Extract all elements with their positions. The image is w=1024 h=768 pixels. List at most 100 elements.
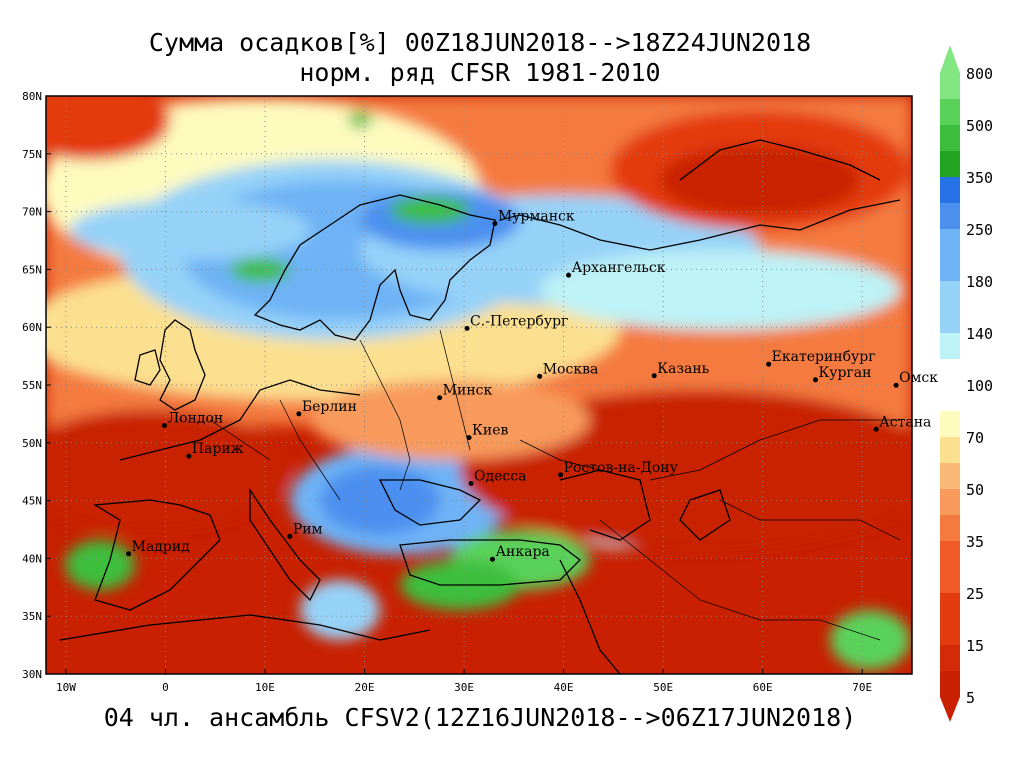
colorbar-box <box>940 619 960 645</box>
ensemble-footer: 04 чл. ансамбль CFSV2(12Z16JUN2018-->06Z… <box>103 703 857 732</box>
map-field <box>46 96 912 674</box>
lon-label: 10E <box>255 681 275 694</box>
lon-label: 40E <box>554 681 574 694</box>
city-dot <box>651 373 657 379</box>
city-label: Анкара <box>495 544 549 560</box>
longitude-labels: 10W 0 10E 20E 30E 40E 50E 60E 70E <box>56 669 872 694</box>
colorbar-box <box>940 229 960 255</box>
city-label: Курган <box>818 365 871 381</box>
colorbar-label: 100 <box>966 377 993 395</box>
city-label: Омск <box>899 370 938 386</box>
colorbar-box <box>940 99 960 125</box>
city-dot <box>873 426 879 432</box>
lat-label: 70N <box>22 206 42 219</box>
city-dot <box>287 533 293 539</box>
city-dot <box>296 411 302 417</box>
lon-label: 20E <box>355 681 375 694</box>
colorbar-box <box>940 567 960 593</box>
colorbar-box <box>940 541 960 567</box>
city-dot <box>812 377 818 383</box>
colorbar-box <box>940 411 960 437</box>
lat-label: 30N <box>22 668 42 681</box>
city-markers: Мурманск Архангельск С.-Петербург Москва Каз… <box>126 209 938 562</box>
lat-label: 60N <box>22 321 42 334</box>
city-label: Берлин <box>302 399 357 415</box>
city-dot <box>126 551 132 557</box>
city-dot <box>161 422 167 428</box>
colorbar-box <box>940 177 960 203</box>
city-dot <box>464 325 470 331</box>
colorbar-label: 800 <box>966 65 993 83</box>
colorbar-box <box>940 515 960 541</box>
lon-label: 10W <box>56 681 76 694</box>
colorbar-box <box>940 255 960 281</box>
lat-label: 35N <box>22 610 42 623</box>
city-dot <box>489 556 495 562</box>
city-label: Москва <box>543 361 599 377</box>
colorbar-box <box>940 593 960 619</box>
city-label: Рим <box>293 521 323 537</box>
city-label: Астана <box>879 414 931 430</box>
lat-label: 65N <box>22 263 42 276</box>
city-dot <box>766 361 772 367</box>
lat-label: 50N <box>22 437 42 450</box>
colorbar-label: 180 <box>966 273 993 291</box>
colorbar-box <box>940 307 960 333</box>
latitude-labels: 80N 75N 70N 65N 60N 55N 50N 45N 40N 35N 30N <box>22 90 51 681</box>
colorbar-bottom-arrow <box>940 697 960 722</box>
colorbar-label: 15 <box>966 637 984 655</box>
city-label: Париж <box>192 441 244 457</box>
colorbar-box <box>940 203 960 229</box>
colorbar-box <box>940 463 960 489</box>
colorbar-box <box>940 281 960 307</box>
city-label: Казань <box>657 361 709 377</box>
city-dot <box>537 373 543 379</box>
colorbar-box <box>940 125 960 151</box>
colorbar-label: 350 <box>966 169 993 187</box>
lat-label: 40N <box>22 552 42 565</box>
coastlines <box>59 139 901 674</box>
colorbar-box <box>940 645 960 671</box>
lat-label: 55N <box>22 379 42 392</box>
city-label: С.-Петербург <box>470 313 568 329</box>
colorbar-box <box>940 489 960 515</box>
colorbar-label: 50 <box>966 481 984 499</box>
city-dot <box>468 480 474 486</box>
city-label: Одесса <box>474 468 526 484</box>
city-dot <box>437 395 443 401</box>
colorbar-box <box>940 151 960 177</box>
lon-label: 30E <box>454 681 474 694</box>
lon-label: 70E <box>852 681 872 694</box>
map-subtitle: норм. ряд CFSR 1981-2010 <box>299 58 661 87</box>
city-label: Мадрид <box>132 539 191 555</box>
map-title: Сумма осадков[%] 00Z18JUN2018-->18Z24JUN… <box>148 28 812 57</box>
city-dot <box>466 435 472 441</box>
borders <box>209 329 901 641</box>
colorbar-labels: 5 15 25 35 50 70 100 140 180 250 350 500 800 <box>966 65 993 707</box>
lat-label: 45N <box>22 495 42 508</box>
city-dot <box>492 221 498 227</box>
city-label: Лондон <box>167 410 223 426</box>
city-label: Мурманск <box>498 209 575 225</box>
colorbar-box <box>940 671 960 697</box>
colorbar-box <box>940 333 960 359</box>
lat-label: 75N <box>22 148 42 161</box>
lon-label: 50E <box>653 681 673 694</box>
colorbar-label: 500 <box>966 117 993 135</box>
lon-label: 60E <box>753 681 773 694</box>
city-dot <box>186 453 192 459</box>
precip-anomaly-field <box>46 96 912 670</box>
city-dot <box>558 472 564 478</box>
colorbar-box <box>940 437 960 463</box>
city-label: Архангельск <box>572 260 666 276</box>
colorbar-top-arrow <box>940 45 960 73</box>
lat-label: 80N <box>22 90 42 103</box>
colorbar-label: 70 <box>966 429 984 447</box>
city-label: Киев <box>472 423 508 439</box>
city-label: Минск <box>443 383 493 399</box>
city-label: Екатеринбург <box>772 349 876 365</box>
colorbar-label: 140 <box>966 325 993 343</box>
city-label: Ростов-на-Дону <box>564 460 679 476</box>
